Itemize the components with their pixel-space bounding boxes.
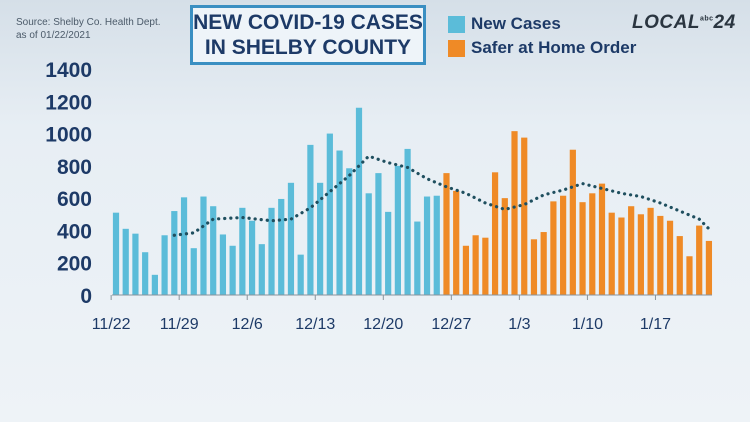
bar-new-cases	[375, 173, 382, 295]
x-tick-label: 1/3	[508, 316, 530, 333]
legend-item-safer-at-home: Safer at Home Order	[448, 36, 636, 60]
bar-new-cases	[258, 244, 265, 295]
bar-new-cases	[180, 197, 188, 295]
bar-safer-at-home	[608, 212, 615, 295]
bar-safer-at-home	[521, 137, 528, 295]
bar-safer-at-home	[453, 190, 460, 295]
bar-safer-at-home	[647, 207, 654, 295]
bar-new-cases	[112, 212, 120, 295]
y-tick-label: 1000	[45, 124, 92, 147]
legend-swatch-new-cases	[448, 15, 465, 33]
bar-new-cases	[317, 182, 324, 295]
logo-text: LOCAL	[632, 12, 700, 33]
bar-new-cases	[423, 196, 431, 295]
legend-label-safer-at-home: Safer at Home Order	[471, 38, 637, 57]
bar-new-cases	[200, 196, 207, 295]
bar-new-cases	[229, 245, 236, 295]
station-logo: LOCALabc24	[632, 12, 736, 34]
bar-safer-at-home	[550, 201, 557, 295]
bar-new-cases	[433, 195, 440, 295]
bar-new-cases	[365, 193, 372, 295]
x-tick-label: 1/10	[572, 316, 603, 333]
y-tick-label: 400	[57, 220, 92, 243]
title-line-2: IN SHELBY COUNTY	[204, 36, 412, 59]
bar-new-cases	[394, 165, 401, 295]
x-tick-label: 12/20	[363, 316, 403, 333]
x-tick-label: 11/29	[160, 316, 199, 333]
bar-new-cases	[278, 198, 285, 295]
bar-safer-at-home	[676, 236, 683, 295]
bar-new-cases	[287, 182, 295, 295]
bar-new-cases	[404, 148, 411, 295]
y-tick-label: 1400	[45, 59, 92, 82]
trend-line	[172, 154, 711, 237]
bar-safer-at-home	[618, 217, 625, 295]
bar-safer-at-home	[530, 239, 538, 295]
x-tick-label: 12/6	[232, 316, 263, 333]
bar-safer-at-home	[482, 237, 489, 295]
bar-safer-at-home	[540, 232, 547, 295]
bar-safer-at-home	[666, 220, 674, 295]
bar-new-cases	[268, 207, 275, 295]
bar-new-cases	[210, 206, 217, 295]
bar-new-cases	[132, 233, 139, 295]
bar-safer-at-home	[491, 172, 499, 295]
bar-new-cases	[142, 252, 149, 295]
bar-safer-at-home	[443, 173, 450, 295]
source-note: Source: Shelby Co. Health Dept. as of 01…	[16, 16, 161, 42]
x-tick-label: 12/27	[431, 316, 471, 333]
bar-safer-at-home	[598, 183, 606, 295]
bar-new-cases	[239, 207, 246, 295]
bar-safer-at-home	[569, 149, 576, 295]
y-tick-label: 600	[57, 188, 92, 211]
y-tick-label: 800	[57, 156, 92, 179]
bar-safer-at-home	[637, 214, 644, 295]
bar-new-cases	[248, 220, 256, 295]
bar-safer-at-home	[579, 202, 586, 295]
bar-new-cases	[190, 248, 197, 295]
bar-new-cases	[307, 144, 314, 295]
bar-new-cases	[171, 211, 178, 295]
bar-safer-at-home	[511, 131, 518, 295]
legend-label-new-cases: New Cases	[471, 14, 561, 33]
legend-item-new-cases: New Cases	[448, 12, 636, 36]
bar-safer-at-home	[696, 225, 703, 295]
bar-new-cases	[414, 221, 421, 295]
bar-new-cases	[151, 274, 158, 295]
title-line-1: NEW COVID-19 CASES	[193, 11, 423, 34]
bar-safer-at-home	[462, 245, 470, 295]
bar-safer-at-home	[686, 256, 693, 295]
y-tick-label: 200	[57, 253, 92, 276]
bar-safer-at-home	[472, 235, 479, 295]
bar-new-cases	[355, 107, 363, 295]
x-tick-label: 12/13	[295, 316, 335, 333]
bar-safer-at-home	[705, 240, 713, 295]
source-line: Source: Shelby Co. Health Dept.	[16, 17, 161, 28]
bar-safer-at-home	[501, 198, 508, 295]
y-tick-label: 1200	[45, 91, 92, 114]
logo-small-text: abc	[699, 15, 714, 23]
logo-number: 24	[713, 12, 736, 33]
bar-new-cases	[326, 133, 333, 295]
bar-safer-at-home	[560, 195, 567, 295]
bar-safer-at-home	[657, 215, 664, 295]
chart-title: NEW COVID-19 CASES IN SHELBY COUNTY	[190, 5, 426, 65]
bar-safer-at-home	[628, 206, 635, 295]
legend: New Cases Safer at Home Order	[448, 12, 636, 60]
bar-new-cases	[122, 228, 129, 295]
bar-new-cases	[346, 168, 353, 295]
x-tick-label: 1/17	[640, 316, 671, 333]
bar-new-cases	[336, 150, 343, 295]
bar-new-cases	[297, 254, 304, 295]
y-tick-label: 0	[80, 285, 92, 308]
bar-new-cases	[385, 211, 392, 295]
bar-new-cases	[161, 235, 168, 295]
x-tick-label: 11/22	[92, 316, 131, 333]
legend-swatch-safer-at-home	[448, 39, 465, 57]
as-of-date: as of 01/22/2021	[16, 30, 91, 41]
bar-safer-at-home	[589, 193, 596, 295]
bar-new-cases	[219, 234, 227, 295]
